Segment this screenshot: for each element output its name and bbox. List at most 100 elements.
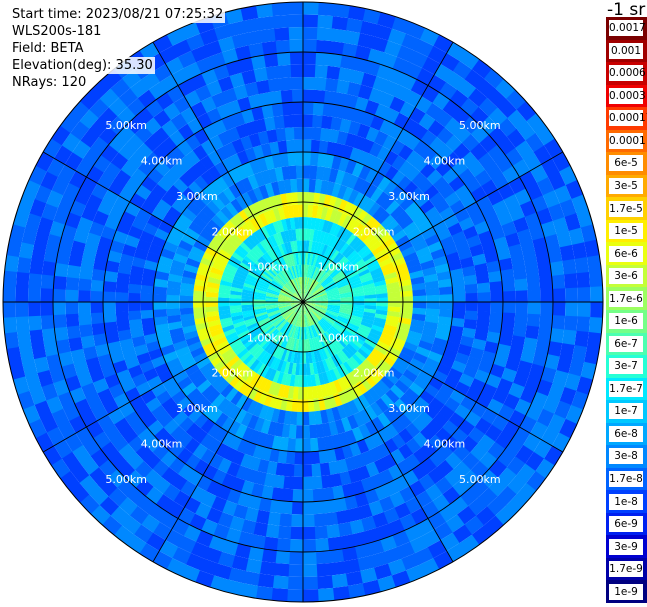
beta-cell xyxy=(312,102,325,116)
beta-cell xyxy=(423,184,440,200)
beta-cell xyxy=(35,151,55,172)
beta-cell xyxy=(53,288,66,302)
beta-cell xyxy=(321,359,330,372)
beta-cell xyxy=(241,307,254,312)
beta-cell xyxy=(107,340,122,354)
beta-cell xyxy=(273,474,285,489)
beta-cell xyxy=(375,397,390,413)
beta-cell xyxy=(277,450,288,464)
beta-cell xyxy=(399,73,417,91)
beta-cell xyxy=(80,455,99,476)
beta-cell xyxy=(258,404,270,420)
radial-line xyxy=(152,301,304,563)
beta-cell xyxy=(300,302,303,315)
beta-cell xyxy=(317,587,335,602)
beta-cell xyxy=(263,210,273,225)
beta-cell xyxy=(226,488,242,505)
beta-cell xyxy=(306,326,311,340)
beta-cell xyxy=(412,289,427,297)
beta-cell xyxy=(194,502,212,519)
beta-cell xyxy=(15,286,29,302)
beta-cell xyxy=(347,400,359,415)
beta-cell xyxy=(209,575,229,592)
beta-cell xyxy=(65,374,82,392)
beta-cell xyxy=(343,558,361,574)
beta-cell xyxy=(449,268,464,279)
beta-cell xyxy=(380,195,395,211)
beta-cell xyxy=(318,320,329,332)
beta-cell xyxy=(268,209,277,223)
beta-cell xyxy=(324,331,335,343)
beta-cell xyxy=(525,325,540,340)
beta-cell xyxy=(338,157,350,173)
beta-cell xyxy=(399,195,415,211)
beta-cell xyxy=(391,433,406,449)
beta-cell xyxy=(478,487,498,507)
beta-cell xyxy=(438,404,455,421)
beta-cell xyxy=(152,126,170,145)
beta-cell xyxy=(220,320,234,329)
beta-cell xyxy=(528,224,545,241)
beta-cell xyxy=(475,272,490,285)
beta-cell xyxy=(315,242,323,255)
beta-cell xyxy=(238,209,251,224)
beta-cell xyxy=(218,36,236,53)
beta-cell xyxy=(347,322,360,331)
beta-cell xyxy=(264,340,274,352)
beta-cell xyxy=(213,336,228,347)
beta-cell xyxy=(263,473,276,488)
beta-cell xyxy=(297,277,302,290)
beta-cell xyxy=(245,120,259,136)
beta-cell xyxy=(427,45,448,65)
beta-cell xyxy=(477,292,491,303)
beta-cell xyxy=(409,270,424,280)
beta-cell xyxy=(590,286,603,303)
beta-cell xyxy=(318,231,326,244)
beta-cell xyxy=(92,210,110,226)
beta-cell xyxy=(284,230,291,243)
beta-cell xyxy=(312,309,324,318)
beta-cell xyxy=(461,265,476,277)
beta-cell xyxy=(135,443,153,462)
beta-cell xyxy=(338,67,353,83)
beta-cell xyxy=(336,458,349,474)
beta-cell xyxy=(254,118,267,133)
beta-cell xyxy=(412,295,427,303)
beta-cell xyxy=(249,233,261,246)
beta-cell xyxy=(464,69,485,89)
beta-cell xyxy=(285,310,295,321)
beta-cell xyxy=(131,216,148,231)
beta-cell xyxy=(326,524,341,539)
beta-cell xyxy=(156,390,172,405)
colorbar-label: 0.0001 xyxy=(609,132,646,149)
beta-cell xyxy=(437,316,453,326)
beta-cell xyxy=(464,177,482,194)
beta-cell xyxy=(319,462,331,477)
beta-cell xyxy=(285,373,292,386)
beta-cell xyxy=(421,529,441,548)
beta-cell xyxy=(54,326,69,342)
beta-cell xyxy=(278,303,291,308)
colorbar-label: 1.7e-6 xyxy=(609,290,643,307)
beta-cell xyxy=(261,272,273,282)
beta-cell xyxy=(311,476,323,490)
beta-cell xyxy=(210,354,225,367)
beta-cell xyxy=(127,364,144,379)
beta-cell xyxy=(352,302,365,306)
beta-cell xyxy=(238,380,250,395)
beta-cell xyxy=(302,411,310,426)
beta-cell xyxy=(168,273,183,283)
beta-cell xyxy=(323,315,335,325)
beta-cell xyxy=(255,260,266,271)
beta-cell xyxy=(362,341,375,353)
beta-cell xyxy=(536,408,555,428)
beta-cell xyxy=(295,313,300,327)
beta-cell xyxy=(420,333,436,345)
beta-cell xyxy=(171,546,192,565)
beta-cell xyxy=(267,310,281,318)
beta-cell xyxy=(536,207,553,226)
beta-cell xyxy=(208,453,224,470)
beta-cell xyxy=(421,364,437,378)
radial-line xyxy=(302,301,564,453)
beta-cell xyxy=(303,297,315,302)
